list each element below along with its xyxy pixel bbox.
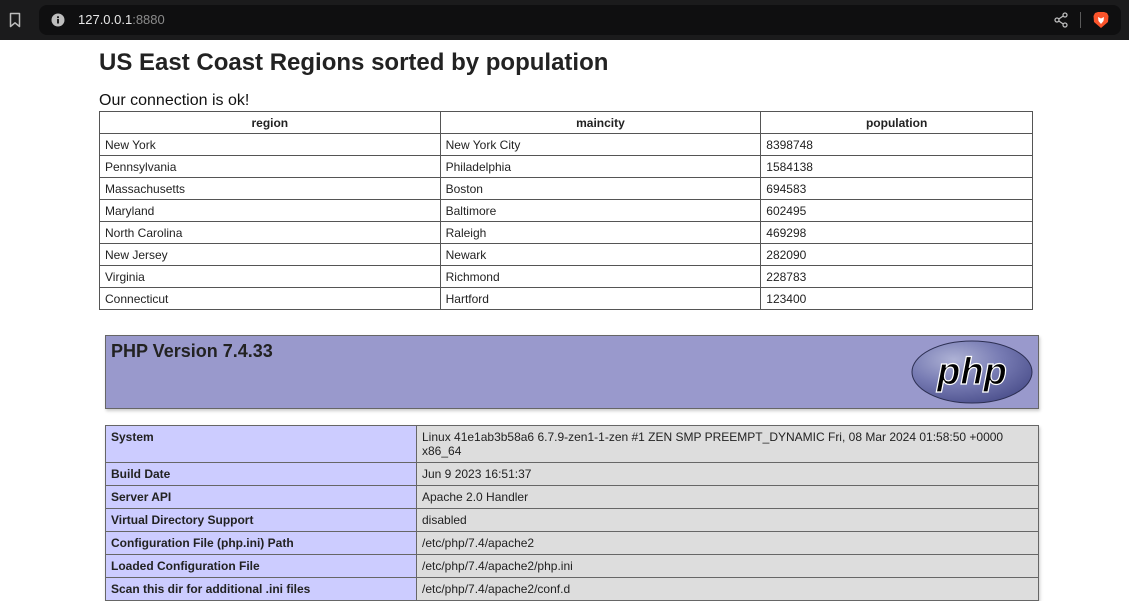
population-cell: 469298 [760, 221, 1033, 244]
region-cell: New Jersey [99, 243, 441, 266]
population-cell: 1584138 [760, 155, 1033, 178]
address-bar[interactable]: 127.0.0.1:8880 [39, 5, 1121, 35]
maincity-cell: New York City [439, 133, 762, 156]
table-row: New York New York City 8398748 [99, 133, 1033, 156]
phpinfo-value: Jun 9 2023 16:51:37 [416, 462, 1039, 486]
phpinfo-row: Scan this dir for additional .ini files … [105, 577, 1039, 601]
phpinfo-header: PHP Version 7.4.33 php [105, 335, 1039, 409]
phpinfo-value: /etc/php/7.4/apache2/conf.d [416, 577, 1039, 601]
phpinfo-value: /etc/php/7.4/apache2/php.ini [416, 554, 1039, 578]
maincity-cell: Boston [439, 177, 762, 200]
population-cell: 228783 [760, 265, 1033, 288]
phpinfo-key: Virtual Directory Support [105, 508, 417, 532]
phpinfo-key: Server API [105, 485, 417, 509]
brave-lion-icon[interactable] [1092, 11, 1110, 29]
column-header-population: population [760, 111, 1033, 134]
region-cell: Pennsylvania [99, 155, 441, 178]
phpinfo-key: System [105, 425, 417, 463]
phpinfo-row: Loaded Configuration File /etc/php/7.4/a… [105, 554, 1039, 578]
php-logo[interactable]: php [911, 340, 1033, 404]
phpinfo-value: Linux 41e1ab3b58a6 6.7.9-zen1-1-zen #1 Z… [416, 425, 1039, 463]
maincity-cell: Baltimore [439, 199, 762, 222]
phpinfo-row: Build Date Jun 9 2023 16:51:37 [105, 462, 1039, 486]
phpinfo-key: Loaded Configuration File [105, 554, 417, 578]
url-port: :8880 [132, 12, 165, 27]
maincity-cell: Raleigh [439, 221, 762, 244]
population-cell: 8398748 [760, 133, 1033, 156]
maincity-cell: Philadelphia [439, 155, 762, 178]
phpinfo-key: Build Date [105, 462, 417, 486]
phpinfo-value: disabled [416, 508, 1039, 532]
regions-table: region maincity population New York New … [99, 111, 1033, 310]
column-header-maincity: maincity [439, 111, 762, 134]
share-icon[interactable] [1053, 12, 1069, 28]
info-icon[interactable] [51, 13, 65, 27]
phpinfo-row: Virtual Directory Support disabled [105, 508, 1039, 532]
phpinfo-value: Apache 2.0 Handler [416, 485, 1039, 509]
table-row: Massachusetts Boston 694583 [99, 177, 1033, 200]
column-header-region: region [99, 111, 441, 134]
region-cell: Maryland [99, 199, 441, 222]
phpinfo-row: Configuration File (php.ini) Path /etc/p… [105, 531, 1039, 555]
php-logo-text: php [936, 351, 1007, 393]
browser-toolbar: 127.0.0.1:8880 [0, 0, 1129, 40]
region-cell: Connecticut [99, 287, 441, 310]
php-version-title: PHP Version 7.4.33 [111, 341, 273, 361]
phpinfo-key: Scan this dir for additional .ini files [105, 577, 417, 601]
maincity-cell: Richmond [439, 265, 762, 288]
maincity-cell: Hartford [439, 287, 762, 310]
url-host: 127.0.0.1 [78, 12, 133, 27]
maincity-cell: Newark [439, 243, 762, 266]
region-cell: Virginia [99, 265, 441, 288]
region-cell: North Carolina [99, 221, 441, 244]
phpinfo-key: Configuration File (php.ini) Path [105, 531, 417, 555]
population-cell: 602495 [760, 199, 1033, 222]
bookmark-icon[interactable] [9, 12, 21, 28]
connection-status-message: Our connection is ok! [99, 92, 250, 109]
region-cell: New York [99, 133, 441, 156]
population-cell: 694583 [760, 177, 1033, 200]
region-cell: Massachusetts [99, 177, 441, 200]
phpinfo-table: System Linux 41e1ab3b58a6 6.7.9-zen1-1-z… [105, 425, 1039, 601]
table-row: North Carolina Raleigh 469298 [99, 221, 1033, 244]
phpinfo-value: /etc/php/7.4/apache2 [416, 531, 1039, 555]
population-cell: 282090 [760, 243, 1033, 266]
phpinfo-row: Server API Apache 2.0 Handler [105, 485, 1039, 509]
table-row: Maryland Baltimore 602495 [99, 199, 1033, 222]
page-title: US East Coast Regions sorted by populati… [99, 49, 609, 76]
table-row: Connecticut Hartford 123400 [99, 287, 1033, 310]
table-header-row: region maincity population [99, 111, 1033, 134]
population-cell: 123400 [760, 287, 1033, 310]
toolbar-divider [1080, 12, 1081, 28]
url-text[interactable]: 127.0.0.1:8880 [78, 12, 165, 27]
table-row: Virginia Richmond 228783 [99, 265, 1033, 288]
table-row: New Jersey Newark 282090 [99, 243, 1033, 266]
phpinfo-row: System Linux 41e1ab3b58a6 6.7.9-zen1-1-z… [105, 425, 1039, 463]
table-row: Pennsylvania Philadelphia 1584138 [99, 155, 1033, 178]
